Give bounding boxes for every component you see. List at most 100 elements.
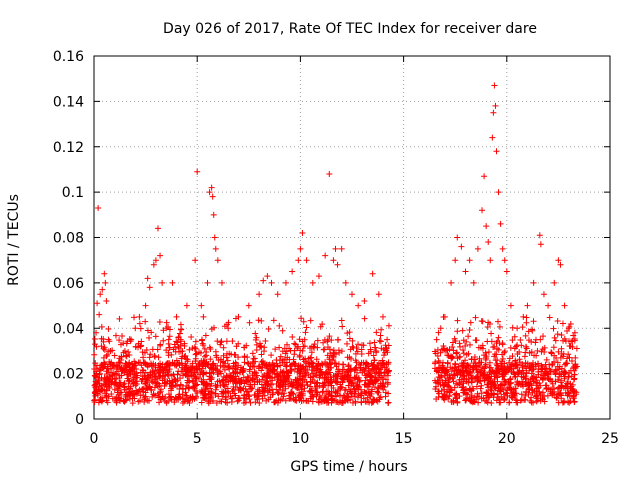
data-point — [347, 365, 354, 372]
data-point — [200, 342, 207, 349]
data-point — [556, 363, 563, 370]
data-point — [549, 362, 556, 369]
data-point — [528, 399, 535, 406]
data-point — [326, 170, 333, 177]
data-point — [492, 102, 499, 109]
data-point — [321, 336, 328, 343]
data-point — [466, 257, 473, 264]
data-point — [143, 378, 150, 385]
data-point — [206, 189, 213, 196]
data-point — [144, 376, 151, 383]
data-point — [466, 327, 473, 334]
data-point — [530, 279, 537, 286]
data-point — [154, 225, 161, 232]
data-point — [299, 229, 306, 236]
data-point — [300, 374, 307, 381]
data-point — [541, 393, 548, 400]
data-point — [380, 386, 387, 393]
data-point — [156, 319, 163, 326]
data-point — [564, 378, 571, 385]
data-point — [542, 361, 549, 368]
data-point — [93, 373, 100, 380]
data-point — [501, 348, 508, 355]
data-point — [166, 344, 173, 351]
data-point — [519, 364, 526, 371]
data-point — [118, 354, 125, 361]
data-point — [215, 357, 222, 364]
data-point — [524, 302, 531, 309]
data-point — [140, 354, 147, 361]
data-point — [369, 386, 376, 393]
data-point — [523, 314, 530, 321]
data-point — [253, 347, 260, 354]
data-point — [380, 352, 387, 359]
data-point — [258, 358, 265, 365]
data-point — [375, 291, 382, 298]
data-point — [207, 356, 214, 363]
data-point — [131, 362, 138, 369]
data-point — [564, 392, 571, 399]
data-point — [148, 329, 155, 336]
data-point — [467, 319, 474, 326]
data-point — [452, 372, 459, 379]
data-point — [199, 340, 206, 347]
data-point — [448, 353, 455, 360]
data-point — [368, 390, 375, 397]
data-point — [454, 399, 461, 406]
data-point — [508, 368, 515, 375]
data-point — [174, 339, 181, 346]
data-point — [154, 367, 161, 374]
data-point — [224, 357, 231, 364]
data-point — [262, 337, 269, 344]
data-point — [263, 397, 270, 404]
data-point — [331, 360, 338, 367]
y-tick-label: 0.08 — [53, 231, 84, 247]
data-point — [478, 318, 485, 325]
data-point — [270, 317, 277, 324]
data-point — [282, 397, 289, 404]
data-point — [273, 357, 280, 364]
data-point — [124, 338, 131, 345]
data-point — [129, 361, 136, 368]
data-point — [203, 352, 210, 359]
data-point — [148, 387, 155, 394]
data-point — [483, 353, 490, 360]
data-point — [454, 234, 461, 241]
data-point — [263, 363, 270, 370]
data-point — [476, 369, 483, 376]
data-point — [300, 356, 307, 363]
data-point — [485, 375, 492, 382]
data-point — [128, 366, 135, 373]
data-point — [521, 353, 528, 360]
data-point — [307, 383, 314, 390]
data-point — [112, 332, 119, 339]
data-point — [471, 356, 478, 363]
data-point — [191, 373, 198, 380]
data-point — [496, 396, 503, 403]
data-point — [462, 268, 469, 275]
data-point — [199, 365, 206, 372]
data-point — [551, 358, 558, 365]
data-point — [313, 380, 320, 387]
data-point — [208, 394, 215, 401]
data-point — [344, 372, 351, 379]
data-point — [360, 395, 367, 402]
data-point — [358, 350, 365, 357]
data-point — [439, 359, 446, 366]
data-point — [512, 358, 519, 365]
data-point — [470, 366, 477, 373]
x-tick-label: 20 — [498, 431, 516, 447]
data-point — [452, 337, 459, 344]
data-point — [304, 367, 311, 374]
data-point — [491, 343, 498, 350]
data-point — [148, 377, 155, 384]
data-point — [484, 399, 491, 406]
data-point — [207, 345, 214, 352]
data-point — [502, 390, 509, 397]
data-point — [491, 391, 498, 398]
data-point — [223, 321, 230, 328]
data-point — [466, 341, 473, 348]
data-point — [106, 338, 113, 345]
data-point — [279, 369, 286, 376]
data-point — [269, 369, 276, 376]
